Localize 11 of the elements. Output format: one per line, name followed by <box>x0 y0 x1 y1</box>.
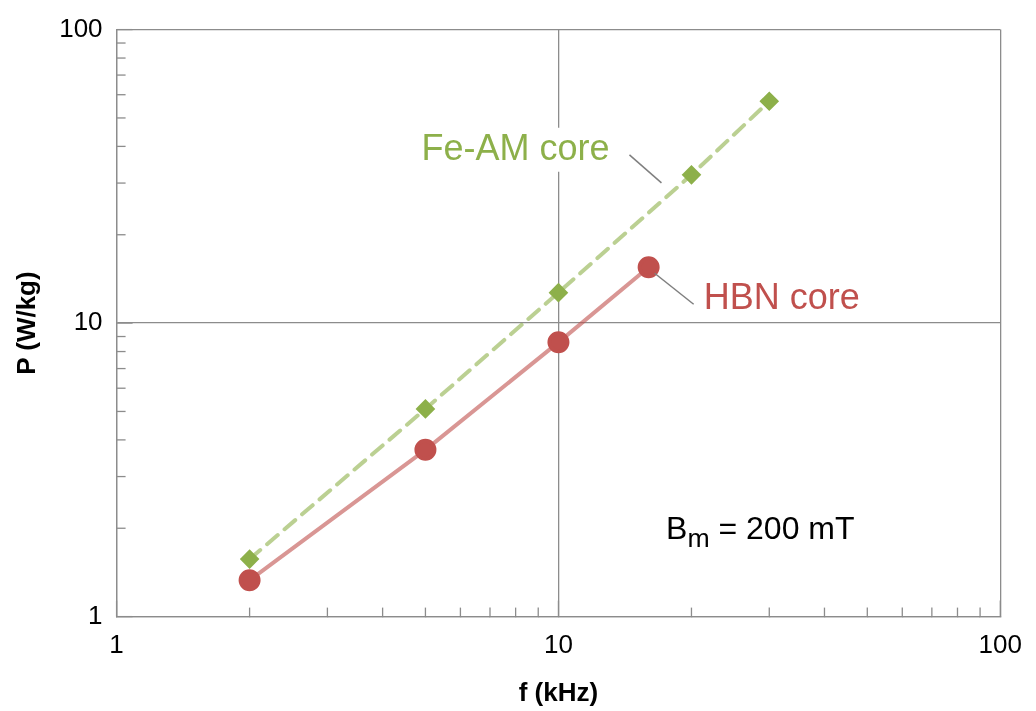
x-tick-label: 1 <box>109 629 124 660</box>
annotation: B$_{m}$ = 200 mT <box>666 509 855 554</box>
y-axis-title: P (W/kg) <box>10 271 41 375</box>
x-tick-label: 100 <box>978 629 1023 660</box>
x-tick-label: 10 <box>543 629 573 660</box>
y-tick-label: 100 <box>59 12 103 43</box>
series-label: Fe-AM core <box>421 126 610 168</box>
x-axis-title: f (kHz) <box>518 676 599 707</box>
y-tick-label: 10 <box>73 306 103 337</box>
series-label: HBN core <box>703 276 860 318</box>
y-tick-label: 1 <box>88 599 103 630</box>
